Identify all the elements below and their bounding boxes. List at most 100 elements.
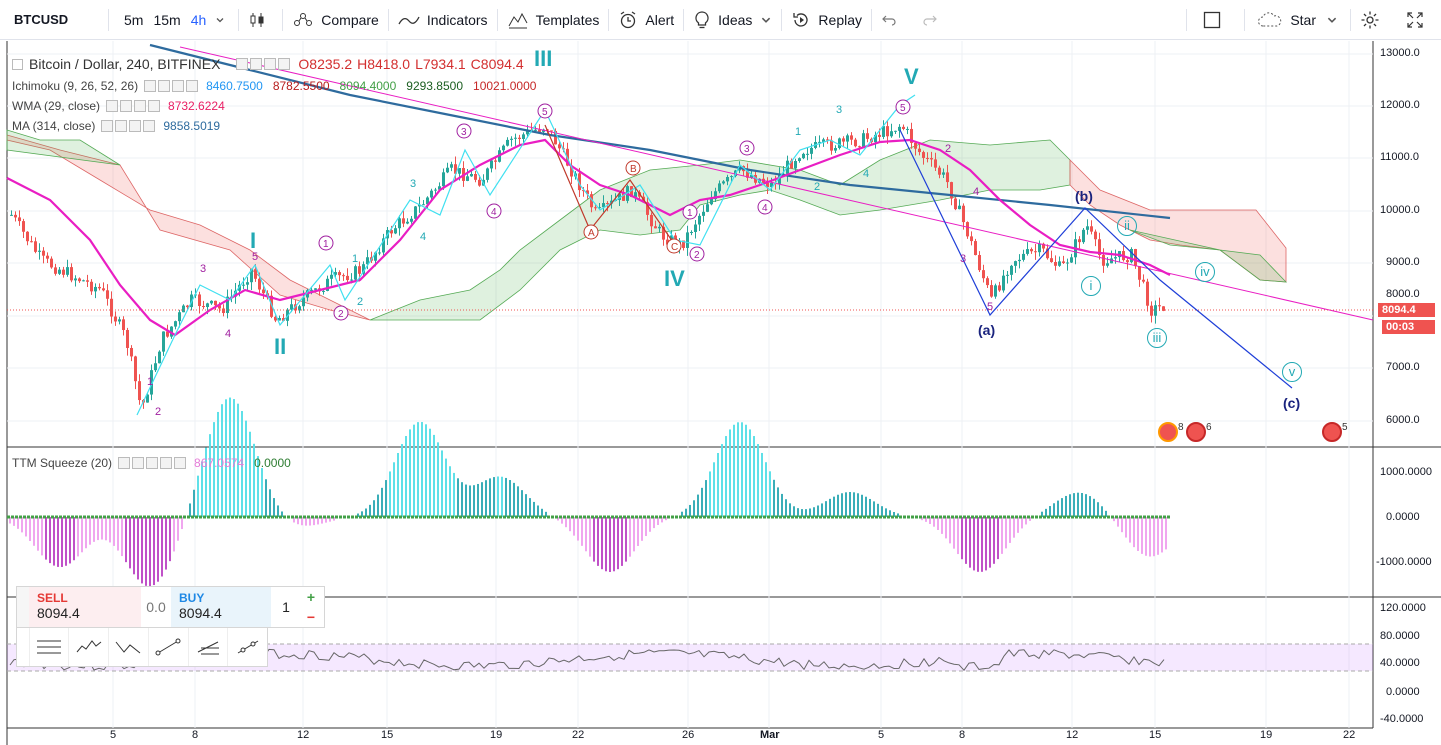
- ichimoku-legend[interactable]: Ichimoku (9, 26, 52, 26) 8460.7500 8782.…: [12, 79, 546, 93]
- undo-button[interactable]: [872, 0, 913, 40]
- candle-body: [66, 267, 69, 275]
- quantity-value[interactable]: 1: [282, 599, 290, 615]
- flag-icon: [1158, 422, 1178, 442]
- fullscreen-button[interactable]: [1396, 0, 1441, 40]
- wave-circle-text: 5: [900, 103, 906, 114]
- chevron-icon[interactable]: [12, 58, 23, 70]
- candle-body: [274, 316, 277, 321]
- candle-body: [1114, 257, 1117, 259]
- compare-button[interactable]: Compare: [283, 0, 388, 40]
- candle-body: [718, 183, 721, 192]
- star-button[interactable]: Star: [1245, 0, 1350, 40]
- replay-button[interactable]: Replay: [782, 0, 871, 40]
- price-axis-label: 12000.0: [1380, 99, 1420, 111]
- candle-body: [1098, 239, 1101, 256]
- event-badge[interactable]: 8: [1158, 422, 1184, 442]
- symbol-search[interactable]: BTCUSD: [14, 12, 69, 27]
- time-axis-label: 19: [1260, 729, 1273, 741]
- ichimoku-value: 8094.4000: [339, 79, 397, 93]
- candle-body: [346, 275, 349, 281]
- wave-count-label: 3: [410, 178, 416, 190]
- settings-button[interactable]: [1351, 0, 1396, 40]
- candle-body: [510, 138, 513, 140]
- candle-body: [290, 304, 293, 310]
- candle-body: [110, 298, 113, 317]
- main-legend[interactable]: Bitcoin / Dollar, 240, BITFINEX O8235.2 …: [12, 56, 534, 72]
- quantity-plus-button[interactable]: +: [306, 589, 316, 605]
- candle-body: [42, 250, 45, 256]
- interval-5m[interactable]: 5m: [124, 11, 144, 28]
- wave-circle-marker: [895, 99, 911, 115]
- legend-controls[interactable]: [236, 58, 292, 70]
- templates-button[interactable]: Templates: [498, 0, 609, 40]
- candle-body: [130, 347, 133, 357]
- flag-icon: [1322, 422, 1342, 442]
- elliott-impulse-icon[interactable]: [69, 628, 110, 666]
- legend-controls[interactable]: [106, 100, 162, 112]
- ideas-button[interactable]: Ideas: [684, 0, 781, 40]
- wave-count-label: 4: [863, 168, 869, 180]
- chart-type-button[interactable]: [239, 0, 282, 40]
- wave-count-label: 4: [420, 231, 426, 243]
- candle-body: [382, 238, 385, 253]
- ma-legend[interactable]: MA (314, close) 9858.5019: [12, 119, 230, 133]
- candle-body: [330, 274, 333, 279]
- indicators-button[interactable]: Indicators: [389, 0, 497, 40]
- candle-body: [514, 137, 517, 139]
- sell-button[interactable]: SELL 8094.4: [29, 587, 141, 627]
- price-candles: [10, 120, 1165, 409]
- quantity-minus-button[interactable]: −: [306, 609, 316, 625]
- wave-label-V: V: [904, 64, 919, 89]
- elliott-correction-icon[interactable]: [109, 628, 149, 666]
- wave-circle-text: 3: [744, 144, 750, 155]
- candle-body: [878, 134, 881, 137]
- trend-line-icon[interactable]: [149, 628, 189, 666]
- symbol-title: Bitcoin / Dollar, 240, BITFINEX: [29, 56, 221, 72]
- candle-body: [474, 174, 477, 180]
- time-axis-label: 19: [490, 729, 503, 741]
- drag-handle[interactable]: [17, 587, 29, 627]
- ma-line: [149, 43, 1171, 220]
- pitchfork-icon[interactable]: [189, 628, 229, 666]
- legend-controls[interactable]: [118, 457, 188, 469]
- drag-handle[interactable]: [17, 628, 30, 666]
- candle-body: [298, 306, 301, 311]
- lightbulb-icon: [695, 10, 709, 28]
- candle-body: [834, 148, 837, 151]
- redo-button[interactable]: [913, 0, 954, 40]
- candle-body: [706, 204, 709, 212]
- candle-body: [1066, 262, 1069, 264]
- wma-legend[interactable]: WMA (29, close) 8732.6224: [12, 99, 235, 113]
- legend-controls[interactable]: [144, 80, 200, 92]
- candle-body: [410, 218, 413, 222]
- interval-4h[interactable]: 4h: [190, 11, 207, 28]
- event-badge[interactable]: 5: [1322, 422, 1348, 442]
- interval-15m[interactable]: 15m: [153, 11, 181, 28]
- candle-body: [1006, 274, 1009, 276]
- time-axis-label: Mar: [760, 729, 780, 741]
- candle-body: [586, 190, 589, 195]
- layout-button[interactable]: [1187, 0, 1244, 40]
- drawing-toolbar: [16, 627, 268, 667]
- alert-label: Alert: [645, 11, 675, 28]
- candle-body: [1002, 275, 1005, 291]
- alert-button[interactable]: Alert: [609, 0, 683, 40]
- candle-body: [902, 126, 905, 129]
- event-badge[interactable]: 6: [1186, 422, 1212, 442]
- legend-controls[interactable]: [101, 120, 157, 132]
- ray-icon[interactable]: [228, 628, 267, 666]
- separator: [108, 8, 109, 31]
- ma-value: 9858.5019: [163, 119, 221, 133]
- candle-body: [666, 239, 669, 245]
- wave-line-red: [544, 124, 676, 246]
- candle-body: [730, 176, 733, 178]
- wave-line-blue: [899, 129, 1293, 389]
- candle-body: [62, 269, 65, 275]
- lines-tool-icon[interactable]: [30, 628, 70, 666]
- chevron-down-icon[interactable]: [215, 12, 232, 28]
- buy-button[interactable]: BUY 8094.4: [171, 587, 271, 627]
- ttm-legend[interactable]: TTM Squeeze (20) 867.0574 0.0000: [12, 456, 301, 470]
- replay-icon: [793, 12, 809, 27]
- candle-body: [86, 280, 89, 282]
